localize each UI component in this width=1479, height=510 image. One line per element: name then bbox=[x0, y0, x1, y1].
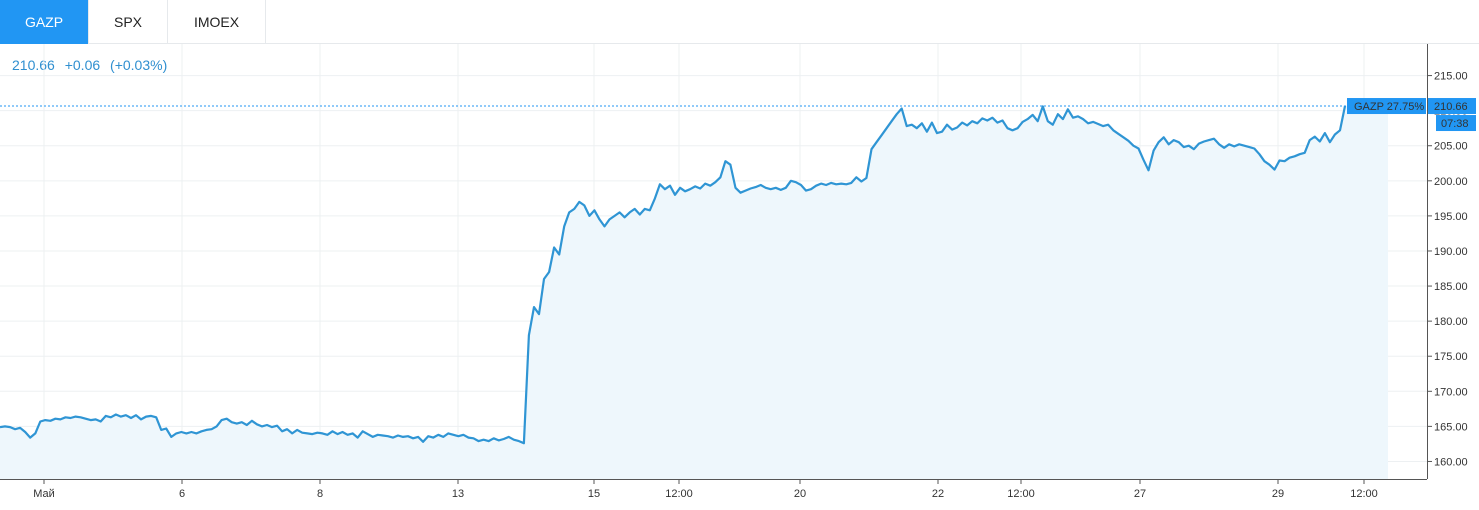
last-price-tag: GAZP 27.75% 210.66 07:38 bbox=[1347, 98, 1476, 132]
x-tick-label: 12:00 bbox=[1350, 488, 1378, 500]
series-label-tag bbox=[1347, 98, 1426, 115]
price-area-fill bbox=[0, 106, 1388, 479]
time-axis: Май 6 8 13 15 12:00 20 22 12:00 27 29 12:00 bbox=[0, 479, 1427, 500]
price-label-text: 210.66 bbox=[1434, 101, 1468, 113]
tab-spx[interactable]: SPX bbox=[89, 0, 168, 44]
y-tick-label: 175.00 bbox=[1434, 351, 1468, 363]
x-tick-label: 13 bbox=[452, 488, 464, 500]
x-tick-label: 6 bbox=[179, 488, 185, 500]
symbol-tabs: GAZP SPX IMOEX bbox=[0, 0, 1479, 44]
y-tick-label: 195.00 bbox=[1434, 211, 1468, 223]
x-tick-label: 27 bbox=[1134, 488, 1146, 500]
quote-change-percent: (+0.03%) bbox=[110, 57, 168, 73]
y-tick-label: 180.00 bbox=[1434, 316, 1468, 328]
series-label-text: GAZP 27.75% bbox=[1354, 101, 1424, 113]
x-tick-label: Май bbox=[33, 488, 55, 500]
x-tick-label: 20 bbox=[794, 488, 806, 500]
x-tick-label: 8 bbox=[317, 488, 323, 500]
x-tick-label: 22 bbox=[932, 488, 944, 500]
y-tick-label: 170.00 bbox=[1434, 386, 1468, 398]
y-tick-label: 160.00 bbox=[1434, 456, 1468, 468]
y-tick-label: 165.00 bbox=[1434, 421, 1468, 433]
y-tick-label: 190.00 bbox=[1434, 246, 1468, 258]
x-tick-label: 29 bbox=[1272, 488, 1284, 500]
tab-gazp[interactable]: GAZP bbox=[0, 0, 89, 44]
quote-change: +0.06 bbox=[64, 57, 101, 73]
y-tick-label: 215.00 bbox=[1434, 71, 1468, 83]
price-label-tag bbox=[1428, 98, 1476, 115]
y-tick-label: 200.00 bbox=[1434, 176, 1468, 188]
y-tick-label: 205.00 bbox=[1434, 141, 1468, 153]
time-label-text: 07:38 bbox=[1441, 118, 1469, 130]
tab-imoex[interactable]: IMOEX bbox=[168, 0, 266, 44]
price-chart[interactable]: 160.00 165.00 170.00 175.00 180.00 185.00 190.… bbox=[0, 44, 1479, 510]
price-series-line bbox=[0, 105, 1347, 445]
x-tick-label: 12:00 bbox=[665, 488, 693, 500]
x-tick-label: 12:00 bbox=[1007, 488, 1035, 500]
y-tick-label: 185.00 bbox=[1434, 281, 1468, 293]
time-label-tag bbox=[1436, 115, 1476, 132]
price-axis: 160.00 165.00 170.00 175.00 180.00 185.00 190.… bbox=[1427, 44, 1468, 479]
x-tick-label: 15 bbox=[588, 488, 600, 500]
